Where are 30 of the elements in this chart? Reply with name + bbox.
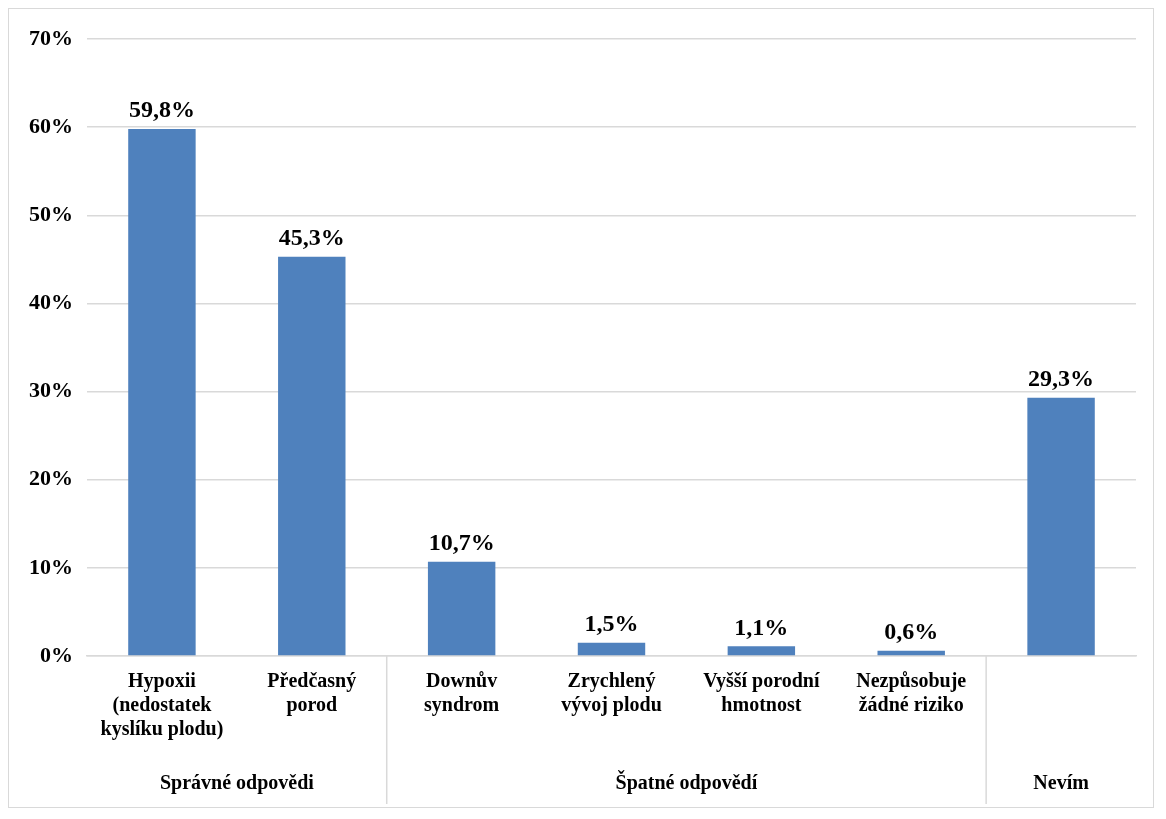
bar (727, 646, 796, 656)
y-tick-label: 40% (29, 289, 73, 315)
text: Správné odpovědi (159, 771, 315, 795)
data-label: 59,8% (128, 96, 195, 123)
y-tick-label: 20% (29, 465, 73, 491)
y-tick-label: 60% (29, 112, 73, 138)
data-label: 0,6% (884, 617, 939, 644)
x-tick-label: Downův syndrom (424, 669, 500, 717)
y-tick-label: 30% (29, 377, 73, 403)
x-tick-label: Nezpůsobuje žádné riziko (856, 669, 967, 716)
x-tick-label: Hypoxii (nedostatek kyslíku plodu) (100, 669, 224, 741)
x-tick-label: Zrychlený vývoj plodu (561, 669, 662, 717)
bar (128, 128, 196, 656)
text: Špatné odpovědí (615, 770, 758, 795)
data-label: 1,5% (584, 609, 639, 636)
y-tick-label: 0% (40, 641, 73, 667)
bar (278, 256, 346, 656)
data-label: 29,3% (1028, 364, 1095, 391)
data-label: 10,7% (428, 528, 495, 555)
bar (577, 642, 646, 656)
y-tick-label: 70% (29, 24, 73, 50)
data-label: 45,3% (278, 223, 345, 250)
bar (1027, 397, 1095, 656)
text: Nevím (1033, 771, 1090, 794)
y-tick-label: 10% (29, 553, 73, 579)
data-label: 1,1% (734, 613, 789, 640)
x-tick-label: Předčasný porod (267, 669, 357, 717)
x-tick-label: Vyšší porodní hmotnost (703, 669, 820, 716)
y-tick-label: 50% (29, 200, 73, 226)
bar (427, 561, 496, 656)
